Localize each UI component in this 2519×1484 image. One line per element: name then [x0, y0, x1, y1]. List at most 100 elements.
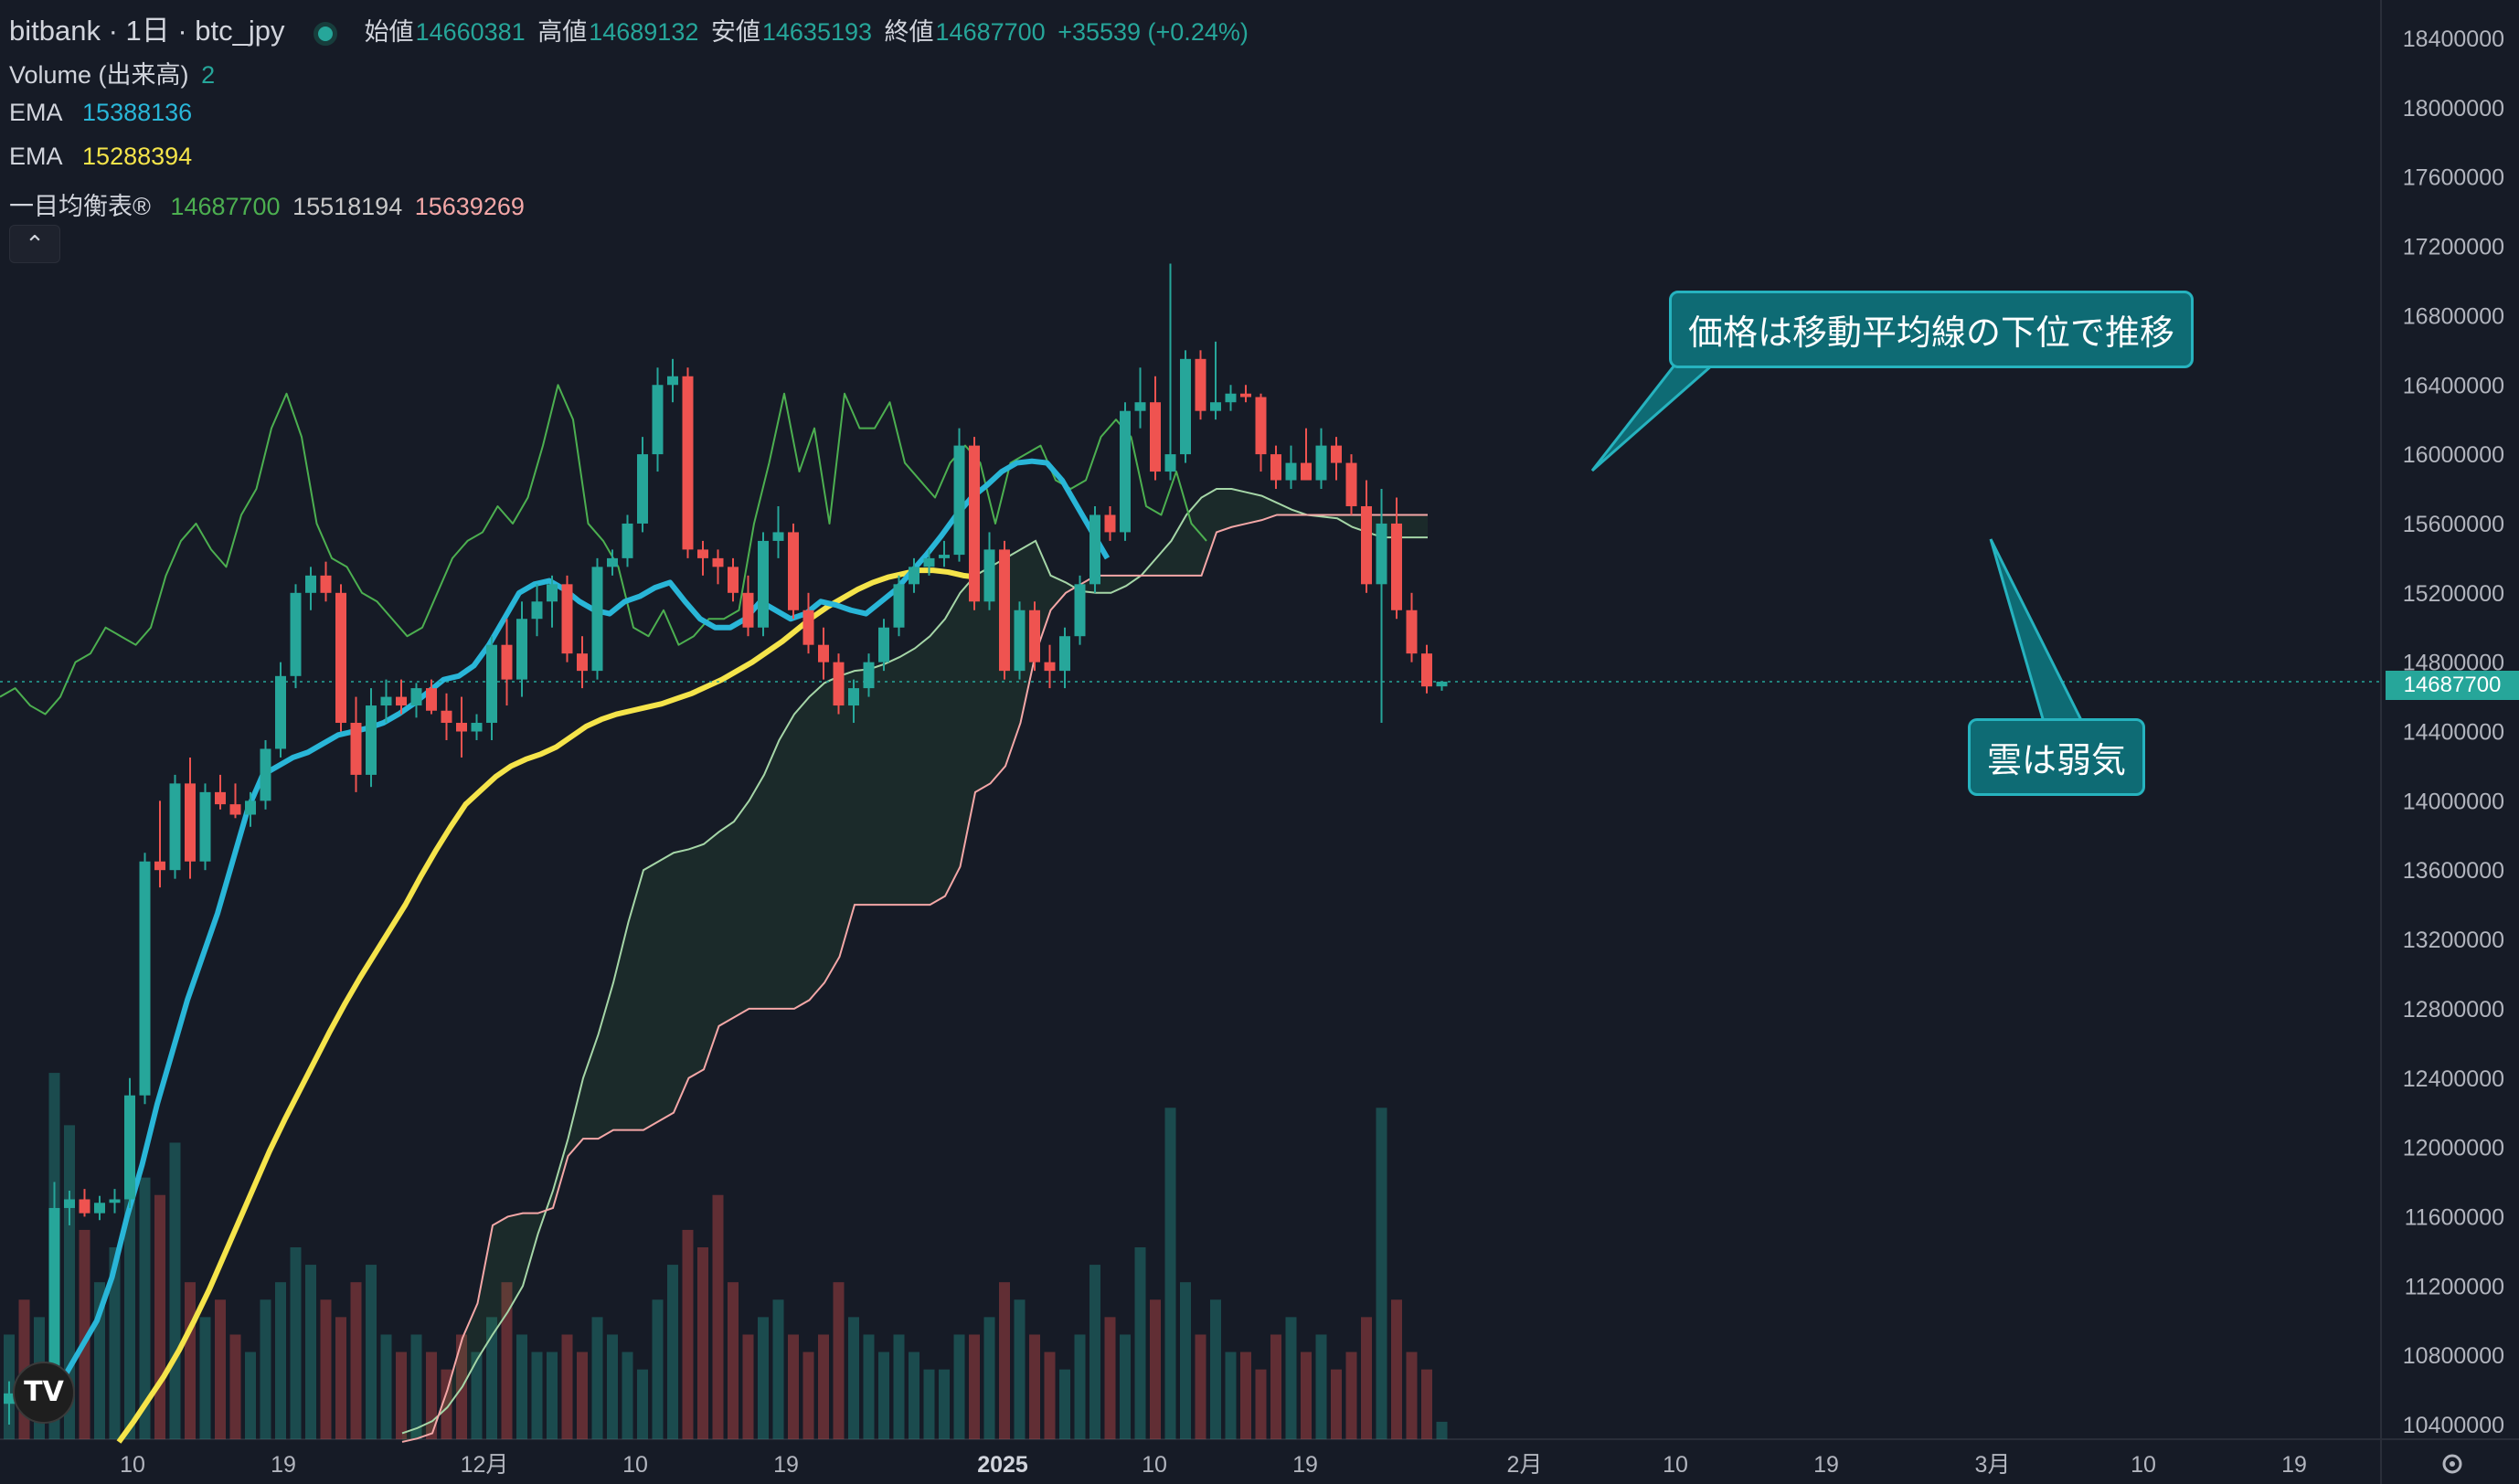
candle [456, 696, 467, 758]
cloud-callout[interactable]: 雲は弱気 [1968, 718, 2146, 796]
volume-bar [471, 1352, 483, 1439]
candle-body [969, 445, 980, 602]
candle [320, 561, 332, 602]
candle [396, 679, 407, 715]
volume-bar [1150, 1299, 1161, 1439]
price-axis: 18400000 18000000 17600000 17200000 16800000… [2403, 26, 2504, 1438]
volume-bar [667, 1265, 678, 1439]
candle-body [1150, 402, 1161, 472]
candle [561, 575, 573, 662]
candle [1225, 385, 1237, 411]
volume-bar [1074, 1334, 1086, 1439]
candle [199, 783, 211, 871]
open-label: 始値 [364, 18, 414, 46]
open-value: 14660381 [415, 18, 526, 46]
x-tick-label: 10 [2131, 1452, 2156, 1478]
candle [139, 853, 151, 1105]
volume-bar [1164, 1108, 1176, 1439]
candle-body [229, 804, 241, 815]
candle [953, 428, 965, 562]
low-label: 安値 [710, 18, 760, 46]
high-label: 高値 [537, 18, 588, 46]
candle [728, 557, 739, 602]
volume-bar [109, 1247, 121, 1439]
volume-bar [185, 1282, 196, 1439]
candle-body [863, 662, 875, 689]
y-tick-label: 15200000 [2403, 581, 2504, 607]
candle-body [637, 454, 648, 524]
candle-body [802, 610, 814, 645]
candle-body [1391, 523, 1402, 610]
candle [802, 592, 814, 654]
volume-bar [229, 1334, 241, 1439]
x-tick-label: 12月 [461, 1452, 509, 1478]
y-tick-label: 16000000 [2403, 442, 2504, 468]
candle [999, 540, 1010, 680]
candle-body [591, 567, 603, 672]
candle [667, 358, 678, 403]
candle-body [410, 688, 422, 706]
volume-bar [350, 1282, 362, 1439]
y-tick-label: 13600000 [2403, 858, 2504, 884]
candle [622, 514, 633, 567]
candle [531, 584, 543, 637]
y-tick-label: 11200000 [2405, 1274, 2504, 1299]
candle [1421, 644, 1432, 694]
volume-bar [410, 1334, 422, 1439]
volume-bar [1195, 1334, 1206, 1439]
y-tick-label: 12000000 [2403, 1136, 2504, 1161]
candle-body [531, 601, 543, 620]
volume-bar [939, 1369, 950, 1439]
candle [983, 532, 995, 610]
candle [275, 662, 286, 758]
candle-body [1104, 514, 1116, 533]
candle-body [577, 653, 588, 672]
candle [380, 679, 392, 724]
x-tick-label: 19 [2281, 1452, 2307, 1478]
ichimoku-label: 一目均衡表® [9, 193, 151, 220]
ema-slow-legend[interactable]: EMA 15288394 [9, 143, 197, 171]
collapse-legend-button[interactable]: ⌃ [9, 225, 60, 263]
volume-legend[interactable]: Volume (出来高) 2 [9, 55, 220, 90]
candle-body [441, 710, 452, 724]
candle [637, 437, 648, 533]
volume-bar [79, 1229, 90, 1439]
candle [1210, 341, 1221, 420]
candle [1044, 644, 1056, 689]
candle [501, 619, 513, 706]
volume-bar [1331, 1369, 1342, 1439]
ma-callout[interactable]: 価格は移動平均線の下位で推移 [1669, 291, 2195, 368]
settings-icon[interactable] [2442, 1454, 2462, 1474]
y-tick-label: 16800000 [2403, 303, 2504, 329]
candle [772, 505, 784, 558]
low-value: 14635193 [761, 18, 873, 46]
candle-body [682, 376, 694, 550]
x-tick-label: 2025 [977, 1452, 1028, 1478]
ema-fast-legend[interactable]: EMA 15388136 [9, 99, 197, 127]
x-tick-label: 10 [1663, 1452, 1688, 1478]
y-tick-label: 16400000 [2403, 373, 2504, 398]
chevron-up-icon: ⌃ [25, 230, 45, 258]
candle-body [939, 555, 950, 558]
candle-body [667, 376, 678, 386]
candle-body [1315, 445, 1327, 481]
candle-body [275, 675, 286, 749]
candle [260, 739, 271, 810]
volume-bar [728, 1282, 739, 1439]
candle [1285, 445, 1297, 490]
volume-bar [788, 1334, 799, 1439]
tradingview-logo[interactable]: TV [13, 1362, 75, 1424]
volume-bar [969, 1334, 980, 1439]
volume-bar [501, 1282, 513, 1439]
candle [410, 683, 422, 718]
candle [109, 1189, 121, 1214]
ichimoku-legend[interactable]: 一目均衡表® 14687700 15518194 15639269 [9, 186, 530, 222]
candle [471, 714, 483, 740]
candle-body [923, 557, 935, 567]
ema-slow-label: EMA [9, 143, 63, 170]
candle [79, 1189, 90, 1217]
volume-bar [953, 1334, 965, 1439]
symbol-title[interactable]: bitbank · 1日 · btc_jpy [9, 15, 285, 47]
volume-bar [682, 1229, 694, 1439]
